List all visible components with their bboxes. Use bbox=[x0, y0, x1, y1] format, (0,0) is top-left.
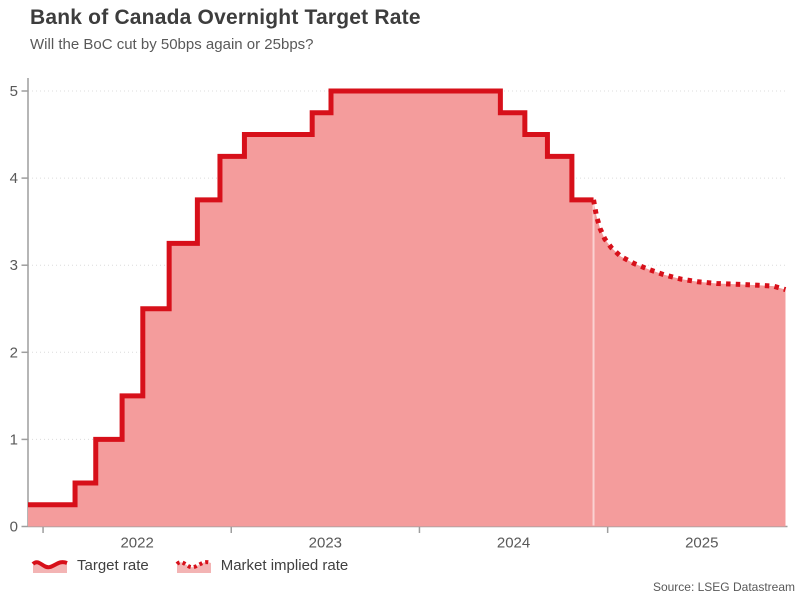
page-subtitle: Will the BoC cut by 50bps again or 25bps… bbox=[30, 36, 314, 53]
svg-text:5: 5 bbox=[10, 83, 18, 100]
svg-text:2024: 2024 bbox=[497, 535, 530, 552]
svg-text:4: 4 bbox=[10, 170, 18, 187]
svg-text:2022: 2022 bbox=[120, 535, 153, 552]
svg-text:3: 3 bbox=[10, 257, 18, 274]
legend-item-target-rate: Target rate bbox=[31, 555, 149, 575]
svg-text:0: 0 bbox=[10, 519, 18, 536]
area-wave-dotted-icon bbox=[175, 560, 212, 573]
legend-item-market-implied: Market implied rate bbox=[175, 555, 349, 575]
legend: Target rate Market implied rate bbox=[31, 555, 348, 575]
legend-label-target-rate: Target rate bbox=[77, 556, 149, 574]
svg-text:2023: 2023 bbox=[309, 535, 342, 552]
svg-text:2: 2 bbox=[10, 344, 18, 361]
area-wave-solid-icon bbox=[31, 560, 68, 573]
svg-text:2025: 2025 bbox=[685, 535, 718, 552]
svg-text:1: 1 bbox=[10, 431, 18, 448]
source-credit: Source: LSEG Datastream bbox=[652, 580, 795, 594]
legend-label-market-implied: Market implied rate bbox=[220, 556, 349, 574]
page-title: Bank of Canada Overnight Target Rate bbox=[30, 6, 421, 29]
